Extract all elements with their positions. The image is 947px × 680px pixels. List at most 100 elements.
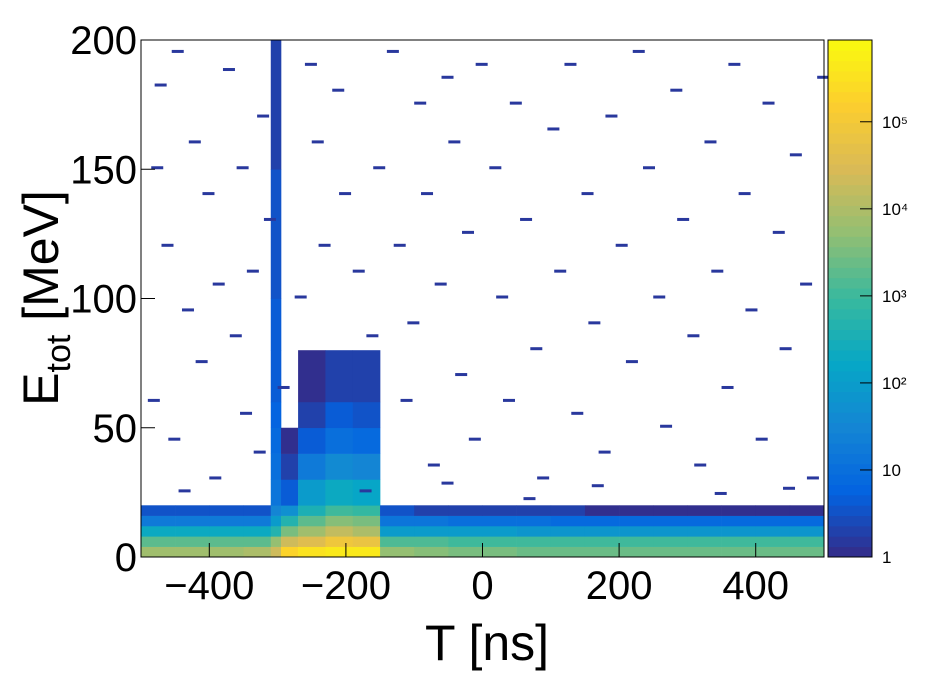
heatmap-cell: [721, 515, 756, 527]
colorbar-band: [828, 195, 872, 206]
heatmap-cell: [281, 525, 299, 537]
heatmap-cell: [687, 515, 722, 527]
heatmap-cell: [755, 546, 791, 558]
heatmap-cell: [298, 401, 326, 429]
heatmap-cell: [482, 536, 517, 547]
hit: [441, 75, 454, 79]
heatmap-cell: [209, 525, 244, 537]
heatmap-cell: [414, 515, 449, 527]
hit: [643, 166, 656, 170]
heatmap-cell: [687, 505, 722, 516]
colorbar-band: [828, 122, 872, 134]
hit: [581, 192, 594, 196]
hit: [304, 62, 317, 66]
hit: [339, 192, 352, 196]
hit: [670, 88, 683, 92]
heatmap-cell: [352, 546, 381, 558]
heatmap-cell: [516, 515, 552, 527]
hit: [414, 101, 427, 105]
heatmap-cell: [414, 525, 449, 537]
hit: [537, 476, 550, 480]
heatmap-cell: [550, 525, 586, 537]
heatmap-cell: [270, 546, 282, 558]
hit: [407, 321, 420, 325]
heatmap-cell: [584, 515, 620, 527]
hit: [421, 192, 434, 196]
hit: [547, 127, 560, 131]
heatmap-cell: [141, 505, 176, 516]
heatmap-cell: [352, 350, 381, 403]
hit: [359, 489, 372, 493]
hit: [779, 347, 792, 351]
heatmap-cell: [352, 505, 381, 516]
x-tick-label: −400: [164, 564, 254, 608]
hit: [318, 243, 331, 247]
heatmap-cell: [550, 546, 586, 558]
heatmap-cell: [352, 453, 381, 480]
heatmap-cell: [482, 505, 517, 516]
y-axis-title-base: E: [13, 372, 69, 405]
heatmap-cell: [352, 525, 381, 537]
heatmap-cell: [281, 515, 299, 527]
colorbar-band: [828, 308, 872, 320]
colorbar-band: [828, 112, 872, 124]
colorbar-band: [828, 525, 872, 537]
heatmap-cell: [516, 525, 552, 537]
hit: [564, 62, 577, 66]
y-tick-label: 150: [70, 148, 137, 192]
hit: [475, 62, 488, 66]
colorbar-band: [828, 319, 872, 330]
heatmap-cell: [243, 546, 272, 558]
heatmap-cell: [243, 536, 272, 547]
colorbar-band: [828, 91, 872, 103]
heatmap-cell: [516, 505, 552, 516]
x-axis-title: T [ns]: [425, 615, 549, 671]
heatmap-cell: [380, 546, 415, 558]
heatmap-cell: [619, 525, 654, 537]
heatmap-cell: [619, 546, 654, 558]
heatmap-cell: [352, 401, 381, 429]
heatmap-cell: [270, 505, 282, 516]
heatmap-cell: [298, 525, 326, 537]
heatmap-cell: [281, 453, 299, 480]
heatmap-cell: [298, 546, 326, 558]
colorbar-band: [828, 288, 872, 299]
hit: [711, 269, 724, 273]
hit: [222, 68, 235, 72]
hit: [806, 476, 819, 480]
heatmap-cell: [325, 505, 354, 516]
heatmap-cell: [298, 505, 326, 516]
heatmap-cell: [550, 505, 586, 516]
plot-frame: [140, 39, 825, 558]
hit: [212, 282, 225, 286]
hit: [554, 269, 567, 273]
colorbar-band: [828, 246, 872, 258]
heatmap-cell: [380, 536, 415, 547]
heatmap-cell: [175, 515, 210, 527]
heatmap-cell: [687, 546, 722, 558]
heatmap-cell: [352, 536, 381, 547]
hit: [687, 334, 700, 338]
colorbar-tick-label: 10⁵: [882, 113, 908, 132]
heatmap-cell: [380, 525, 415, 537]
heatmap-cell: [448, 525, 483, 537]
y-axis-title-sub: tot: [40, 334, 78, 372]
hit: [509, 101, 522, 105]
hit: [755, 437, 768, 441]
hit: [366, 334, 379, 338]
colorbar-band: [828, 515, 872, 527]
colorbar-tick-label: 10⁴: [882, 200, 908, 219]
heatmap-cell: [482, 525, 517, 537]
colorbar-band: [828, 381, 872, 392]
colorbar-band: [828, 184, 872, 196]
heatmap-cell: [243, 505, 272, 516]
hit: [441, 481, 454, 485]
colorbar-band: [828, 391, 872, 403]
hit: [434, 282, 447, 286]
hit: [462, 230, 475, 234]
colorbar-band: [828, 133, 872, 144]
colorbar-band: [828, 453, 872, 465]
colorbar-tick-label: 10³: [882, 287, 907, 306]
heatmap-cell: [352, 515, 381, 527]
